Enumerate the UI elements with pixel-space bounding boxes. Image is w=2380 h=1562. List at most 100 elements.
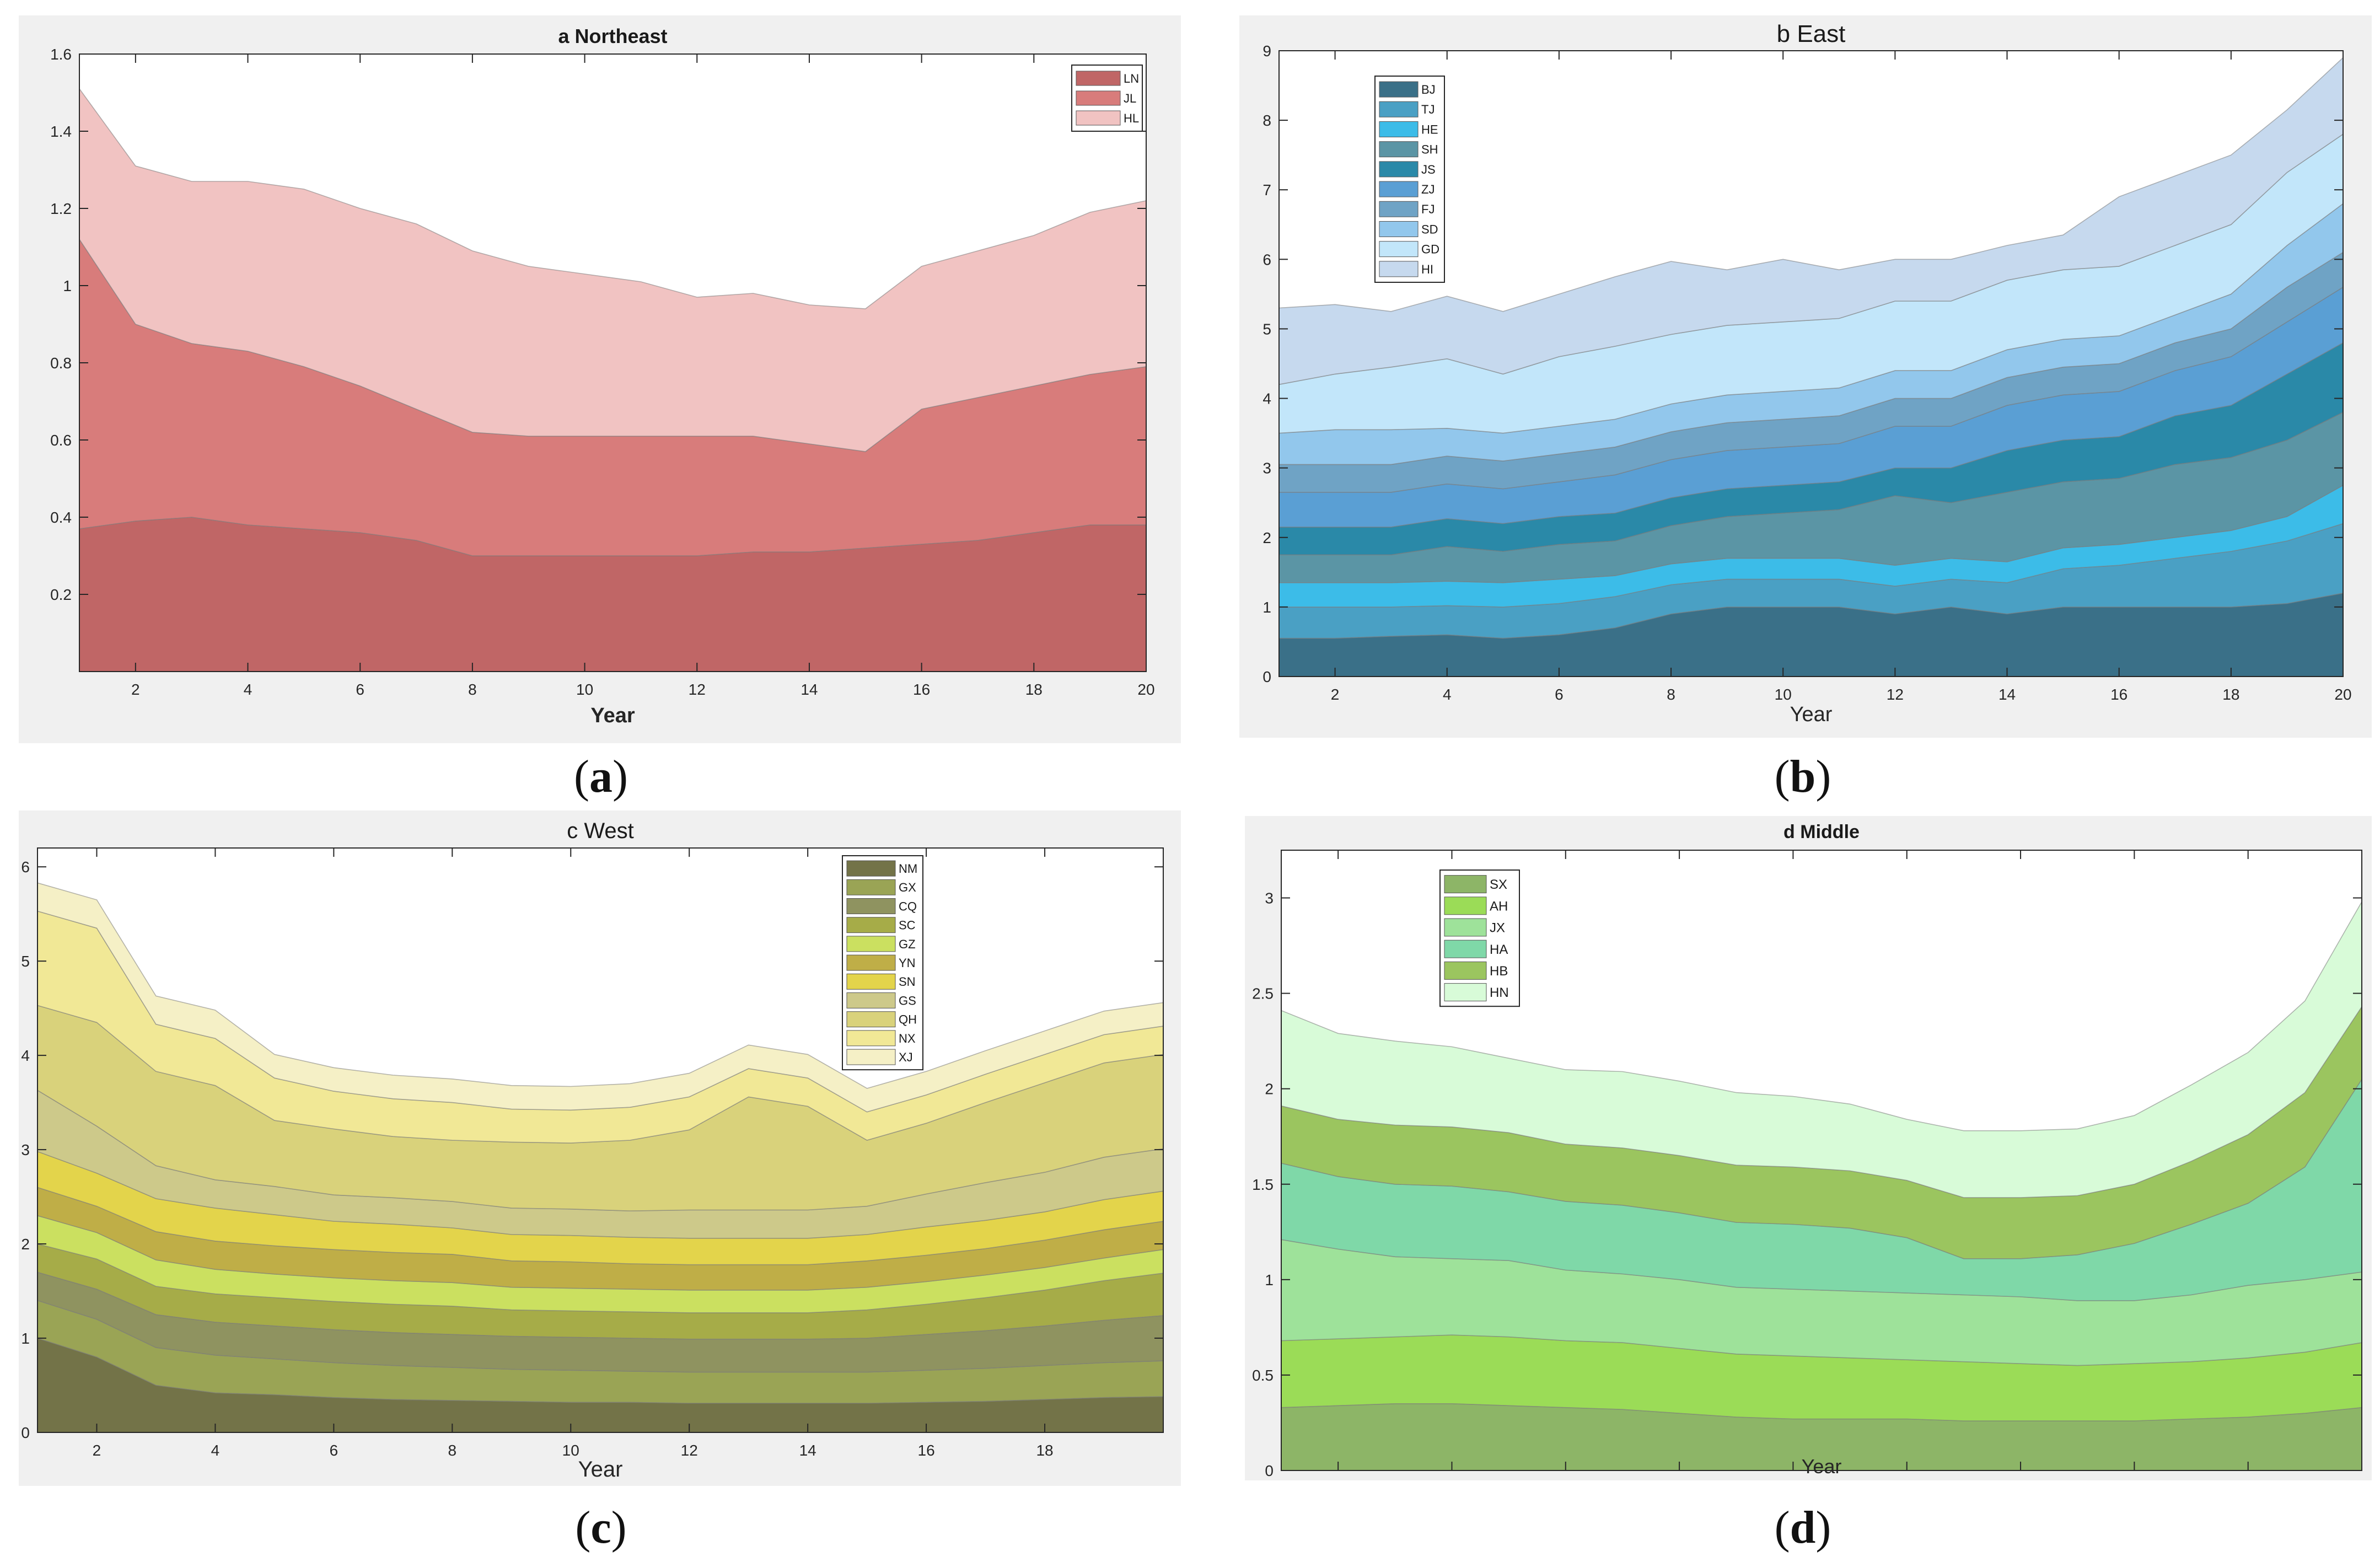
x-tick-label: 6 <box>330 1442 339 1459</box>
legend-label-qh: QH <box>899 1013 917 1027</box>
chart-b-xlabel: Year <box>1790 703 1833 726</box>
x-tick-label: 14 <box>1998 686 2016 703</box>
legend-label-hb: HB <box>1490 964 1508 979</box>
legend-label-ah: AH <box>1490 899 1508 914</box>
caption-b-open: ( <box>1774 751 1790 802</box>
chart-panel-b: 2 4 6 8 10 12 14 16 18 20 0 1 2 3 4 5 6 7 8 9 b East Year BJ TJ… <box>1239 15 2372 738</box>
x-tick-label: 2 <box>1331 686 1340 703</box>
y-tick-label: 6 <box>21 858 30 876</box>
y-tick-label: 2 <box>1262 529 1271 546</box>
legend-swatch-ln <box>1076 71 1121 86</box>
legend-swatch-qh <box>846 1011 896 1028</box>
y-tick-label: 7 <box>1262 181 1271 198</box>
y-tick-label: 0.8 <box>50 355 72 372</box>
legend-label-sd: SD <box>1421 222 1438 236</box>
caption-a-close: ) <box>613 751 628 802</box>
caption-b: (b) <box>1720 750 1885 803</box>
chart-panel-a: 2 4 6 8 10 12 14 16 18 20 0.2 0.4 0.6 0.8 1 1.2 1.4 1.6 a … <box>19 15 1181 743</box>
legend-label-he: HE <box>1421 122 1438 136</box>
x-tick-label: 12 <box>681 1442 698 1459</box>
y-tick-label: 3 <box>21 1141 30 1158</box>
caption-d-open: ( <box>1774 1502 1790 1553</box>
legend-swatch-bj <box>1379 81 1419 98</box>
x-tick-label: 4 <box>1443 686 1452 703</box>
x-tick-label: 14 <box>799 1442 816 1459</box>
y-tick-label: 0 <box>21 1424 30 1441</box>
legend-swatch-nx <box>846 1030 896 1046</box>
caption-b-letter: b <box>1790 751 1816 802</box>
chart-panel-c: 2 4 6 8 10 12 14 16 18 0 1 2 3 4 5 6 c West Year NM GX CQ SC G… <box>19 810 1181 1486</box>
legend-swatch-sc <box>846 917 896 933</box>
y-tick-label: 8 <box>1262 112 1271 129</box>
legend-label-sh: SH <box>1421 143 1438 157</box>
x-tick-label: 2 <box>131 681 140 698</box>
legend-swatch-sd <box>1379 221 1419 237</box>
legend-swatch-gz <box>846 936 896 952</box>
x-tick-label: 10 <box>562 1442 579 1459</box>
legend-label-gx: GX <box>899 881 916 894</box>
x-tick-label: 4 <box>211 1442 220 1459</box>
legend-swatch-sh <box>1379 141 1419 158</box>
caption-a: (a) <box>518 750 684 803</box>
legend-swatch-ah <box>1444 897 1487 915</box>
legend-label-ha: HA <box>1490 942 1508 957</box>
y-tick-label: 2.5 <box>1252 985 1274 1002</box>
chart-a-xlabel: Year <box>590 704 635 727</box>
legend-swatch-sx <box>1444 875 1487 894</box>
y-tick-label: 2 <box>1265 1081 1274 1098</box>
legend-label-zj: ZJ <box>1421 182 1435 196</box>
x-tick-label: 18 <box>2222 686 2239 703</box>
caption-a-open: ( <box>574 751 589 802</box>
chart-c-axes-frame <box>37 847 1164 1433</box>
caption-c: (c) <box>518 1501 684 1554</box>
x-tick-label: 10 <box>576 681 593 698</box>
legend-swatch-he <box>1379 121 1419 137</box>
y-tick-label: 1.2 <box>50 200 72 217</box>
x-tick-label: 6 <box>356 681 364 698</box>
chart-a-title: a Northeast <box>558 25 667 47</box>
legend-swatch-ha <box>1444 940 1487 958</box>
legend-swatch-hn <box>1444 983 1487 1002</box>
legend-swatch-jx <box>1444 918 1487 937</box>
y-tick-label: 1.5 <box>1252 1176 1274 1193</box>
legend-swatch-jl <box>1076 90 1121 106</box>
legend-label-xj: XJ <box>899 1050 913 1064</box>
chart-d-xlabel: Year <box>1802 1455 1842 1478</box>
legend-swatch-yn <box>846 954 896 971</box>
x-tick-label: 8 <box>468 681 477 698</box>
y-tick-label: 0 <box>1262 668 1271 685</box>
chart-d-title: d Middle <box>1783 822 1860 842</box>
legend-swatch-fj <box>1379 201 1419 217</box>
chart-c-xlabel: Year <box>578 1457 623 1482</box>
y-tick-label: 1.4 <box>50 123 72 140</box>
legend-swatch-hb <box>1444 961 1487 980</box>
legend-swatch-hl <box>1076 110 1121 126</box>
legend-swatch-gs <box>846 992 896 1008</box>
y-tick-label: 0 <box>1265 1462 1274 1479</box>
legend-label-nx: NX <box>899 1032 916 1045</box>
legend-swatch-zj <box>1379 181 1419 197</box>
caption-c-open: ( <box>575 1502 591 1553</box>
y-tick-label: 0.2 <box>50 586 72 603</box>
legend-label-gd: GD <box>1421 243 1439 256</box>
x-tick-label: 16 <box>913 681 930 698</box>
legend-label-sn: SN <box>899 975 916 989</box>
legend-label-cq: CQ <box>899 899 917 913</box>
x-tick-label: 12 <box>689 681 706 698</box>
chart-panel-d: 2468101214161800.511.522.53d MiddleYearS… <box>1245 816 2372 1480</box>
y-tick-label: 1 <box>63 277 72 294</box>
legend-label-nm: NM <box>899 862 917 876</box>
x-tick-label: 4 <box>244 681 252 698</box>
caption-b-close: ) <box>1815 751 1831 802</box>
chart-d-svg: 2468101214161800.511.522.53d MiddleYearS… <box>1245 816 2372 1480</box>
x-tick-label: 8 <box>448 1442 457 1459</box>
legend-swatch-tj <box>1379 101 1419 117</box>
y-tick-label: 4 <box>21 1047 30 1064</box>
y-tick-label: 3 <box>1262 460 1271 477</box>
caption-d: (d) <box>1720 1501 1885 1554</box>
y-tick-label: 5 <box>1262 320 1271 337</box>
y-tick-label: 1.6 <box>50 46 72 63</box>
legend-label-sx: SX <box>1490 877 1507 892</box>
